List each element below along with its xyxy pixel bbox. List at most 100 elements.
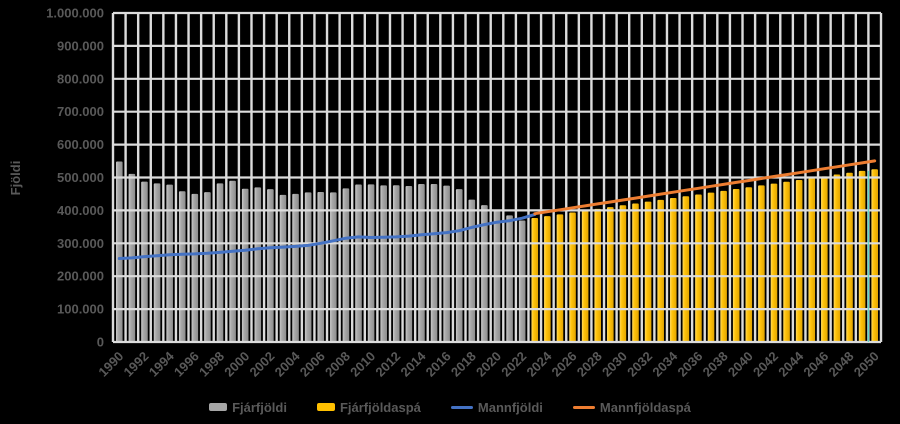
x-tick-label: 1990 [95, 349, 126, 380]
bar-2038 [720, 190, 727, 342]
bar-2016 [443, 185, 450, 342]
y-tick-label: 1.000.000 [46, 6, 104, 21]
bar-2005 [304, 192, 312, 342]
bar-2007 [330, 192, 337, 342]
x-tick-label: 2002 [246, 349, 277, 380]
bar-2019 [481, 205, 488, 342]
x-tick-label: 2026 [549, 349, 580, 380]
legend-swatch-blue-line [450, 405, 473, 409]
x-tick-label: 2050 [851, 349, 882, 380]
bar-2048 [846, 172, 853, 342]
x-tick-label: 2010 [347, 349, 378, 380]
x-tick-label: 2006 [297, 349, 328, 380]
x-tick-label: 2000 [221, 349, 252, 380]
bar-2040 [745, 187, 753, 342]
x-tick-label: 2042 [750, 349, 781, 380]
bar-2012 [392, 185, 400, 342]
x-tick-label: 2004 [272, 348, 304, 380]
bar-2008 [342, 188, 350, 342]
bar-2046 [821, 176, 828, 342]
bar-2021 [506, 215, 513, 342]
bar-2023 [531, 217, 539, 342]
x-tick-label: 2020 [473, 349, 504, 380]
bar-2004 [292, 193, 299, 342]
x-tick-label: 2008 [322, 349, 353, 380]
x-tick-label: 1996 [171, 349, 202, 380]
bar-2045 [808, 178, 816, 342]
bar-2049 [858, 170, 866, 342]
bar-1995 [178, 191, 186, 342]
x-tick-label: 1994 [146, 348, 178, 380]
bar-2017 [455, 189, 463, 342]
chart-legend: Fjárfjöldi Fjárfjöldaspá Mannfjöldi Mann… [0, 396, 900, 418]
bar-2050 [871, 169, 878, 342]
y-tick-label: 0 [97, 335, 104, 350]
y-tick-label: 200.000 [57, 269, 104, 284]
bar-2015 [430, 183, 438, 342]
y-tick-label: 300.000 [57, 236, 104, 251]
x-tick-label: 2048 [826, 349, 857, 380]
bar-1993 [153, 183, 161, 342]
bar-2044 [795, 179, 803, 342]
y-tick-label: 100.000 [57, 302, 104, 317]
gridlines-layer [111, 11, 883, 344]
x-tick-label: 2040 [725, 349, 756, 380]
bar-2006 [317, 191, 325, 342]
bar-1994 [166, 184, 173, 342]
bar-2030 [619, 205, 627, 342]
bar-2013 [405, 185, 413, 342]
legend-item-mannfjoldi: Mannfjöldi [450, 399, 543, 415]
legend-label-mannfjoldi: Mannfjöldi [477, 399, 543, 415]
bar-1990 [116, 161, 123, 342]
bar-2031 [632, 203, 639, 342]
legend-label-fjarfjoldi: Fjárfjöldi [232, 399, 287, 415]
line-mannfjöldaspá [533, 159, 877, 216]
x-tick-label: 2016 [423, 349, 454, 380]
bar-2002 [267, 189, 274, 342]
bar-2035 [682, 196, 690, 342]
bar-2000 [241, 188, 249, 342]
legend-swatch-yellow-bar [316, 403, 335, 411]
bar-2011 [380, 185, 387, 342]
bar-2029 [607, 207, 614, 342]
bar-2010 [367, 184, 375, 342]
legend-swatch-orange-line [572, 405, 595, 409]
legend-label-fjarfjoldaspa: Fjárfjöldaspá [339, 399, 421, 415]
bar-2039 [732, 189, 740, 342]
legend-swatch-gray-bar [209, 403, 228, 411]
y-tick-label: 400.000 [57, 203, 104, 218]
y-axis-title: Fjöldi [8, 161, 23, 196]
x-tick-label: 1992 [121, 349, 152, 380]
y-tick-label: 500.000 [57, 170, 104, 185]
legend-label-mannfjoldaspa: Mannfjöldaspá [599, 399, 691, 415]
bar-2022 [518, 220, 526, 342]
x-tick-label: 1998 [196, 349, 227, 380]
x-tick-label: 2018 [448, 349, 479, 380]
bar-2018 [468, 199, 476, 342]
legend-item-fjarfjoldaspa: Fjárfjöldaspá [316, 399, 421, 415]
bar-2014 [418, 183, 425, 342]
x-tick-label: 2046 [800, 349, 831, 380]
bar-2043 [783, 181, 790, 342]
bar-2001 [254, 187, 262, 342]
x-tick-label: 2038 [700, 349, 731, 380]
bar-2033 [657, 199, 664, 342]
bar-2036 [695, 194, 702, 342]
legend-item-mannfjoldaspa: Mannfjöldaspá [572, 399, 691, 415]
lines-layer [117, 159, 877, 260]
x-tick-label: 2032 [624, 349, 655, 380]
bar-2042 [770, 183, 778, 342]
bar-1998 [216, 183, 224, 342]
y-tick-label: 700.000 [57, 104, 104, 119]
line-mannfjöldi [117, 212, 537, 260]
bar-2003 [279, 194, 287, 342]
x-tick-label: 2030 [599, 349, 630, 380]
bar-2041 [758, 185, 765, 342]
bar-2047 [833, 174, 841, 342]
bar-2034 [669, 198, 677, 342]
bar-1997 [204, 192, 211, 342]
x-tick-label: 2036 [674, 349, 705, 380]
bar-2025 [556, 214, 564, 342]
